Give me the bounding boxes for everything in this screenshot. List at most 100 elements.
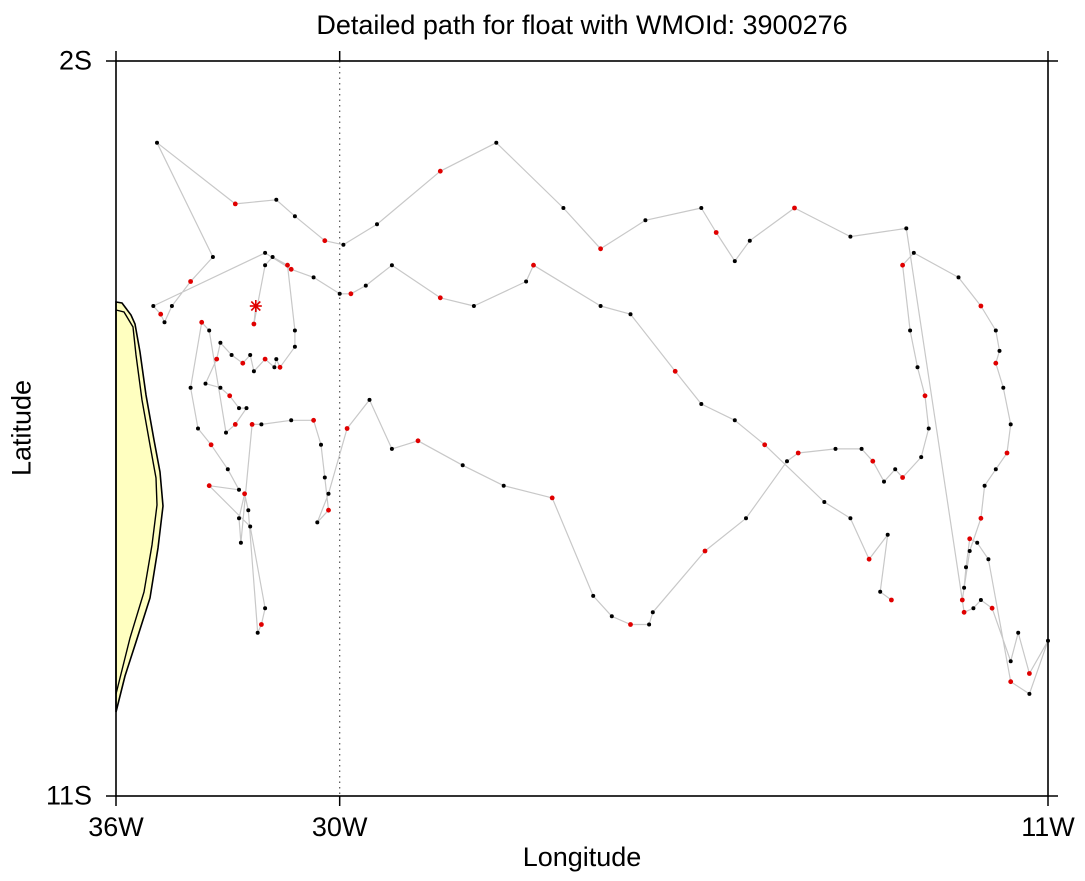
position-point bbox=[244, 406, 249, 411]
highlight-point bbox=[1004, 450, 1010, 456]
highlight-point bbox=[288, 266, 294, 272]
position-point bbox=[609, 614, 614, 619]
highlight-point bbox=[242, 491, 248, 497]
highlight-point bbox=[549, 495, 555, 501]
highlight-point bbox=[249, 422, 255, 427]
position-point bbox=[292, 214, 297, 219]
position-point bbox=[274, 357, 279, 362]
position-point bbox=[908, 328, 913, 333]
position-point bbox=[919, 455, 924, 460]
highlight-point bbox=[795, 450, 801, 456]
coastline-inner bbox=[115, 309, 158, 695]
highlight-point bbox=[900, 262, 905, 268]
position-point bbox=[501, 483, 506, 488]
position-point bbox=[785, 459, 789, 464]
position-point bbox=[460, 463, 465, 468]
position-point bbox=[1027, 691, 1032, 696]
position-point bbox=[225, 467, 230, 472]
position-point bbox=[210, 255, 215, 259]
map-title: Detailed path for float with WMOId: 3900… bbox=[316, 10, 848, 40]
highlight-point bbox=[922, 393, 928, 399]
highlight-point bbox=[1008, 679, 1014, 685]
position-point bbox=[248, 353, 253, 357]
position-point bbox=[367, 397, 372, 402]
position-point bbox=[982, 483, 987, 488]
highlight-point bbox=[208, 442, 214, 448]
position-point bbox=[326, 491, 331, 496]
position-point bbox=[848, 234, 853, 239]
y-tick-label: 2S bbox=[58, 45, 92, 76]
position-point bbox=[732, 259, 737, 264]
x-tick-label: 30W bbox=[311, 812, 368, 842]
highlight-point bbox=[262, 356, 268, 362]
highlight-point bbox=[531, 262, 536, 268]
position-point bbox=[878, 589, 883, 594]
highlight-point bbox=[285, 262, 290, 268]
position-point bbox=[203, 381, 208, 386]
highlight-point bbox=[762, 442, 768, 448]
position-point bbox=[322, 475, 327, 480]
land-mass bbox=[115, 301, 164, 713]
highlight-point bbox=[961, 609, 967, 615]
frame-rect bbox=[115, 60, 1049, 797]
highlight-point bbox=[232, 201, 238, 207]
position-point bbox=[471, 304, 476, 308]
highlight-point bbox=[1027, 671, 1032, 676]
position-point bbox=[246, 508, 251, 513]
highlight-point bbox=[792, 205, 797, 211]
highlight-point bbox=[240, 360, 246, 366]
x-tick-label: 11W bbox=[1021, 812, 1075, 842]
highlight-point bbox=[214, 356, 220, 362]
position-point bbox=[699, 402, 704, 406]
highlight-point bbox=[322, 238, 328, 244]
position-point bbox=[893, 467, 898, 472]
position-point bbox=[188, 385, 193, 390]
position-point bbox=[598, 304, 603, 308]
float-track bbox=[152, 142, 1049, 695]
position-point bbox=[389, 446, 394, 451]
position-point bbox=[237, 487, 241, 492]
position-point bbox=[263, 606, 268, 611]
position-point bbox=[591, 593, 596, 598]
position-point bbox=[964, 565, 968, 570]
highlight-point bbox=[628, 622, 633, 627]
position-point bbox=[628, 312, 633, 317]
position-point bbox=[986, 557, 991, 562]
highlight-point bbox=[251, 321, 257, 327]
position-point bbox=[255, 630, 260, 635]
position-point bbox=[524, 279, 529, 284]
position-point bbox=[337, 291, 342, 296]
highlight-point bbox=[598, 246, 603, 252]
plot-frame bbox=[106, 51, 1058, 806]
position-point bbox=[561, 206, 566, 210]
asterisk-stroke bbox=[250, 300, 261, 312]
float-positions bbox=[151, 140, 1050, 696]
highlight-point bbox=[259, 622, 264, 627]
position-point bbox=[956, 275, 961, 280]
highlight-point bbox=[713, 230, 719, 235]
highlight-point bbox=[702, 548, 708, 554]
position-point bbox=[341, 242, 346, 247]
position-point bbox=[926, 426, 931, 431]
highlight-point bbox=[993, 360, 999, 366]
position-point bbox=[263, 250, 268, 255]
highlight-point bbox=[326, 507, 331, 513]
position-point bbox=[238, 540, 243, 545]
position-point bbox=[224, 430, 228, 435]
start-marker-layer bbox=[249, 300, 262, 312]
position-point bbox=[993, 328, 998, 333]
position-point bbox=[747, 238, 752, 243]
position-point bbox=[272, 365, 277, 370]
position-point bbox=[263, 263, 268, 268]
position-point bbox=[993, 467, 998, 472]
position-point bbox=[270, 255, 275, 259]
x-tick-label: 36W bbox=[88, 812, 144, 842]
position-point bbox=[237, 516, 241, 521]
position-point bbox=[218, 385, 223, 390]
position-point bbox=[311, 275, 316, 280]
position-point bbox=[363, 283, 368, 288]
position-point bbox=[997, 348, 1002, 353]
position-point bbox=[848, 516, 853, 521]
highlight-point bbox=[227, 393, 233, 399]
